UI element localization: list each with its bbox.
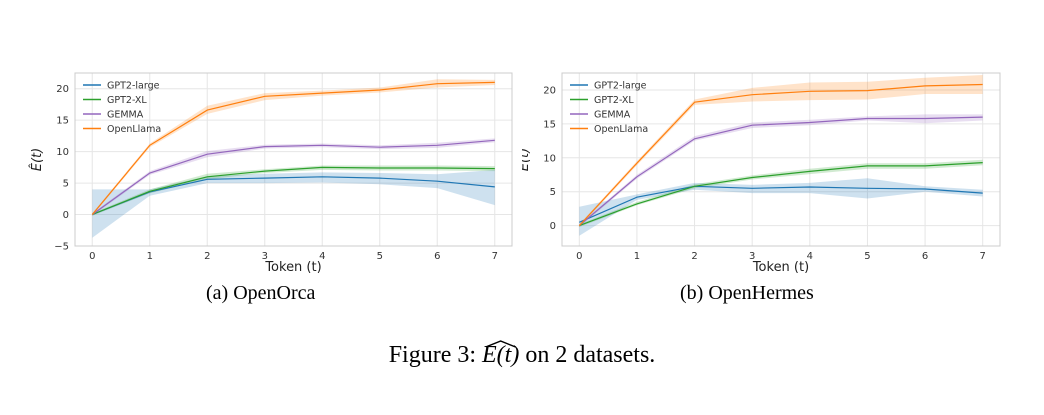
x-tick-label: 5: [864, 251, 870, 262]
y-axis-label: Ê(t): [29, 148, 45, 171]
y-tick-label: 15: [543, 119, 556, 130]
plot-frame: [74, 72, 513, 247]
x-tick-label: 2: [204, 251, 210, 262]
y-tick-label: 10: [543, 153, 556, 164]
band-gpt2-xl: [92, 165, 495, 216]
x-tick-label: 0: [576, 251, 582, 262]
series-line-gpt2-large: [579, 185, 983, 223]
x-tick-label: 1: [634, 251, 640, 262]
figure-caption-math: E(t): [482, 340, 519, 369]
subcaption-openhermes: (b) OpenHermes: [680, 282, 814, 304]
legend-label-gemma: GEMMA: [594, 110, 631, 121]
series-line-gpt2-xl: [579, 162, 983, 227]
legend-label-gemma: GEMMA: [107, 110, 144, 121]
y-tick-label: −5: [54, 242, 69, 253]
x-tick-label: 4: [319, 251, 325, 262]
x-tick-label: 7: [492, 251, 498, 262]
series-line-openllama: [91, 81, 495, 215]
y-tick-label: 20: [56, 84, 69, 95]
legend: GPT2-large GPT2-XL GEMMA OpenLlama: [83, 81, 161, 135]
y-tick-label: 15: [56, 116, 69, 127]
y-tick-label: 0: [550, 221, 556, 232]
figure-caption: Figure 3: E(t) on 2 datasets.: [0, 340, 1044, 369]
figure-caption-prefix: Figure 3:: [388, 342, 477, 368]
y-tick-label: 10: [56, 147, 69, 158]
x-tick-label: 2: [691, 251, 697, 262]
legend-label-gpt2-large: GPT2-large: [594, 81, 647, 92]
x-tick-label: 5: [377, 251, 383, 262]
x-tick-label: 7: [980, 251, 986, 262]
series-line-openllama: [578, 83, 983, 227]
chart-openorca: −5 0 5 10 15 20 0 1 2 3 4 5 6 7 Token (t) Ê(t) GPT2-larg…: [29, 72, 513, 275]
figure-caption-suffix: on 2 datasets.: [525, 342, 656, 368]
legend-label-gpt2-large: GPT2-large: [107, 81, 160, 92]
band-gemma: [92, 138, 495, 216]
hat-accent-icon: [485, 340, 517, 348]
band-gpt2-large: [579, 178, 983, 236]
band-gpt2-xl: [579, 159, 983, 227]
y-tick-label: 0: [63, 210, 69, 221]
x-tick-label: 1: [147, 251, 153, 262]
plot-frame: [561, 72, 1001, 247]
legend-label-gpt2-xl: GPT2-XL: [107, 95, 147, 106]
x-tick-label: 0: [89, 251, 95, 262]
band-openllama: [579, 75, 983, 227]
band-gpt2-large: [92, 169, 495, 238]
x-axis-label: Token (t): [752, 260, 809, 275]
legend-label-openllama: OpenLlama: [107, 124, 161, 135]
series-line-gemma: [91, 139, 495, 215]
y-tick-label: 20: [543, 85, 556, 96]
legend-label-openllama: OpenLlama: [594, 124, 648, 135]
subcaption-openorca: (a) OpenOrca: [206, 282, 316, 304]
series-line-gpt2-large: [92, 176, 495, 216]
legend-label-gpt2-xl: GPT2-XL: [594, 95, 634, 106]
x-tick-label: 3: [262, 251, 268, 262]
series-line-gpt2-xl: [92, 166, 495, 216]
x-tick-label: 3: [749, 251, 755, 262]
y-axis-label: Ê(t): [522, 148, 532, 171]
x-tick-label: 4: [807, 251, 813, 262]
x-tick-label: 6: [434, 251, 440, 262]
y-tick-label: 5: [550, 187, 556, 198]
series-line-gemma: [578, 116, 983, 227]
y-tick-label: 5: [63, 179, 69, 190]
legend: GPT2-large GPT2-XL GEMMA OpenLlama: [570, 81, 648, 135]
x-axis-label: Token (t): [264, 260, 321, 275]
x-tick-label: 6: [922, 251, 928, 262]
